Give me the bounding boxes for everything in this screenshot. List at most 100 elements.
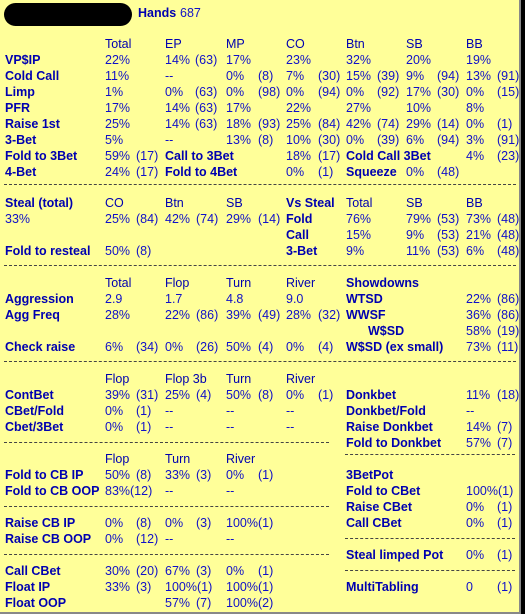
stat-label: Float OOP [5,596,67,610]
section-divider [4,442,329,443]
stat-count: (8) [258,133,274,147]
stat-value: 3% [466,133,485,147]
stat-value: 21% [466,228,492,242]
stat-value: -- [165,420,174,434]
stat-label: Check raise [5,340,76,354]
stat-value: 15% [346,228,372,242]
stat-value: 29% [226,212,252,226]
stat-count: (23) [497,149,520,163]
stat-value: 50% [105,468,131,482]
stat-value: 4.8 [226,292,244,306]
stat-count: (12) [130,484,153,498]
stat-label: Fold to CB OOP [5,484,100,498]
section-divider [345,538,515,539]
col-co: CO [105,196,124,210]
stat-label: Fold to Donkbet [346,436,442,450]
stat-value: 0% [165,340,184,354]
stat-label: W$SD [368,324,405,338]
col-flop-3b: Flop 3b [165,372,207,386]
section-divider [4,361,516,362]
stat-count: (63) [195,101,218,115]
stat-value: 10% [286,133,312,147]
stat-value: 25% [105,117,131,131]
stat-count: (94) [437,69,460,83]
stat-value: 9% [406,228,425,242]
stat-value: 9.0 [286,292,304,306]
stat-count: (1) [318,165,334,179]
stat-value: 0% [226,85,245,99]
stat-value: 0% [165,516,184,530]
stat-count: (1) [258,468,274,482]
redacted-player-name [4,3,132,26]
stat-value: 1% [105,85,124,99]
stat-value: 17% [226,53,252,67]
stat-label: Donkbet/Fold [346,404,426,418]
section-divider [4,265,516,266]
stat-count: (53) [437,228,460,242]
stat-label: Raise 1st [5,117,60,131]
stat-value: 100%(1) [466,484,514,498]
stat-value: 9% [406,69,425,83]
stat-count: (4) [196,388,212,402]
stat-count: (7) [196,596,212,610]
stat-label: VP$IP [5,53,41,67]
stat-count: (39) [377,69,400,83]
stat-value: 14% [165,101,191,115]
stat-label: PFR [5,101,30,115]
stat-count: (34) [136,340,159,354]
stat-count: (8) [136,516,152,530]
stat-value: 14% [165,53,191,67]
stat-count: (7) [497,420,513,434]
stat-value: 4% [466,149,485,163]
stat-label: Raise CB OOP [5,532,92,546]
stat-count: (4) [318,340,334,354]
stat-count: (49) [258,308,281,322]
stat-value: 13% [226,133,252,147]
stat-value: 39% [226,308,252,322]
col-turn: Turn [226,372,252,386]
stat-value: 100%(1) [226,580,274,594]
stat-count: (91) [497,69,520,83]
stat-value: -- [165,404,174,418]
stat-value: 76% [346,212,372,226]
stat-count: (11) [497,340,519,354]
stat-value: 0 [466,580,473,594]
col-flop: Flop [105,372,130,386]
stat-count: (17) [136,149,159,163]
stat-value: 1.7 [165,292,183,306]
stat-value: 2.9 [105,292,123,306]
stat-label: Call CBet [5,564,61,578]
stat-count: (7) [497,436,513,450]
stat-value: 79% [406,212,432,226]
stat-count: (30) [318,69,341,83]
stat-value: -- [466,404,475,418]
stat-value: 100%(1) [165,580,213,594]
stat-label: Cold Call [5,69,60,83]
stat-count: (86) [497,308,520,322]
stat-value: 25% [286,117,312,131]
stat-count: (3) [136,580,152,594]
section-divider [4,554,329,555]
stat-count: (8) [136,468,152,482]
col-turn: Turn [226,276,252,290]
stat-count: (84) [136,212,159,226]
stat-count: (8) [258,388,274,402]
col-sb: SB [226,196,243,210]
stat-label: Donkbet [346,388,396,402]
stat-label: WWSF [346,308,386,322]
col-vs-steal: Vs Steal [286,196,335,210]
stat-count: (74) [196,212,219,226]
stat-value: 0% [466,500,485,514]
stat-count: (26) [196,340,219,354]
stat-value: 0% [346,85,365,99]
stat-value: -- [226,532,235,546]
stat-label: 3-Bet [5,133,37,147]
stat-count: (48) [497,228,520,242]
stat-label: Fold to 3Bet [5,149,78,163]
stat-value: 11% [466,388,491,402]
stat-count: (92) [377,85,400,99]
stat-label: Cold Call 3Bet [346,149,431,163]
stat-count: (48) [497,244,520,258]
stat-value: 22% [165,308,191,322]
stat-value: -- [286,420,295,434]
